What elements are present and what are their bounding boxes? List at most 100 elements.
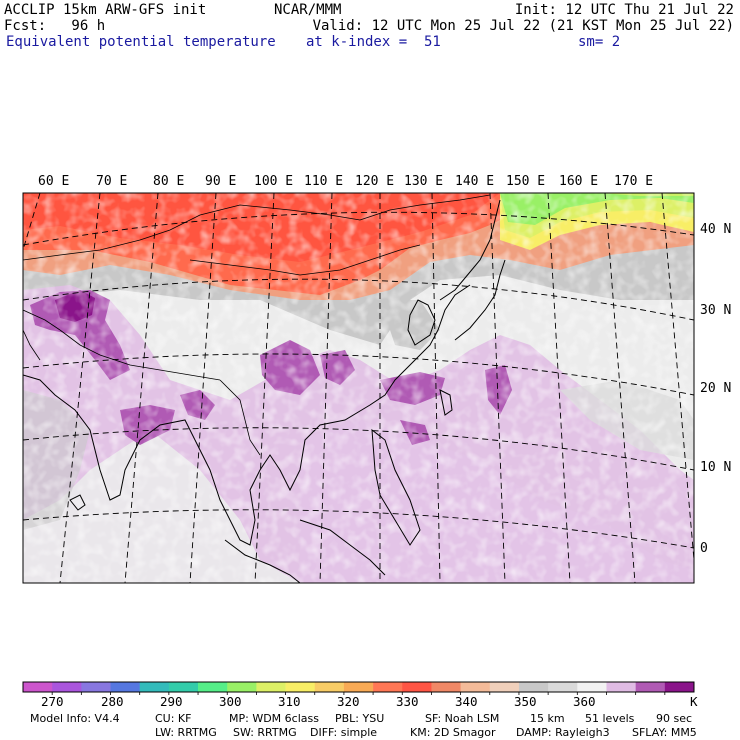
border-pakistan <box>23 309 61 331</box>
colorbar-swatch <box>460 682 491 692</box>
border-himalaya <box>59 329 221 381</box>
colorbar-swatch <box>52 682 82 692</box>
colorbar-swatch <box>285 682 316 692</box>
colorbar-swatch <box>402 682 432 692</box>
colorbar-label-290: 290 <box>160 694 183 709</box>
colorbar-swatch <box>198 682 228 692</box>
lat-label-20n: 20 N <box>700 381 731 396</box>
lon-label-170e: 170 E <box>614 174 653 189</box>
colorbar-label-300: 300 <box>219 694 242 709</box>
lat-label-30n: 30 N <box>700 303 731 318</box>
colorbar-label-360: 360 <box>573 694 596 709</box>
meridian-90e <box>189 193 217 583</box>
colorbar-swatch <box>489 682 520 692</box>
header-valid-time: Valid: 12 UTC Mon 25 Jul 22 (21 KST Mon … <box>312 18 734 34</box>
coast-japan <box>454 259 506 341</box>
colorbar-labels: 270 280 290 300 310 320 330 340 350 360 … <box>41 694 698 709</box>
lon-label-110e: 110 E <box>304 174 343 189</box>
coast-east-asia <box>439 199 501 301</box>
colorbar-swatch <box>548 682 578 692</box>
colorbar-swatch <box>227 682 257 692</box>
coast-srilanka <box>69 494 86 511</box>
colorbar-swatch <box>635 682 666 692</box>
field-texture <box>23 193 694 583</box>
footer-diffusion: DIFF: simple <box>310 726 377 739</box>
footer-cumulus: CU: KF <box>155 712 191 725</box>
header-organization: NCAR/MMM <box>274 2 342 18</box>
lat-label-10n: 10 N <box>700 460 731 475</box>
colorbar-swatch <box>256 682 286 692</box>
colorbar-swatch <box>139 682 170 692</box>
meridian-150e <box>547 193 571 583</box>
lon-label-150e: 150 E <box>506 174 545 189</box>
header-level: at k-index = 51 <box>306 34 441 50</box>
colorbar-swatch <box>314 682 345 692</box>
lon-label-140e: 140 E <box>455 174 494 189</box>
lon-label-90e: 90 E <box>205 174 236 189</box>
coast-korea <box>407 299 436 346</box>
header-model-title: ACCLIP 15km ARW-GFS init <box>4 2 207 18</box>
coastlines <box>23 199 506 583</box>
colorbar-label-270: 270 <box>41 694 64 709</box>
colorbar-swatch <box>373 682 403 692</box>
borders <box>23 194 491 456</box>
lon-label-120e: 120 E <box>355 174 394 189</box>
colorbar-swatch <box>606 682 636 692</box>
colorbar <box>22 681 695 695</box>
meridian-70e <box>59 193 101 583</box>
colorbar-label-340: 340 <box>455 694 478 709</box>
lon-labels: 60 E 70 E 80 E 90 E 100 E 110 E 120 E 13… <box>38 174 653 189</box>
footer-sflay: SFLAY: MM5 <box>632 726 697 739</box>
meridian-160e <box>604 193 636 583</box>
footer-resolution: 15 km <box>530 712 565 725</box>
lon-label-160e: 160 E <box>559 174 598 189</box>
header-smoothing: sm= 2 <box>578 34 621 50</box>
footer-pbl: PBL: YSU <box>335 712 384 725</box>
parallel-10n <box>23 427 694 471</box>
footer-levels: 51 levels <box>585 712 635 725</box>
footer-longwave: LW: RRTMG <box>155 726 217 739</box>
lon-label-130e: 130 E <box>404 174 443 189</box>
border-indochina <box>219 379 261 456</box>
coast-philippines <box>371 428 421 546</box>
footer: Model Info: V4.4 CU: KF MP: WDM 6class P… <box>30 712 697 739</box>
meridian-130e <box>431 193 441 583</box>
lon-label-70e: 70 E <box>96 174 127 189</box>
header-field-name: Equivalent potential temperature <box>6 34 276 50</box>
footer-microphysics: MP: WDM 6class <box>229 712 319 725</box>
footer-shortwave: SW: RRTMG <box>233 726 297 739</box>
parallel-0 <box>23 509 694 549</box>
colorbar-swatch <box>518 682 549 692</box>
colorbar-swatch <box>23 682 53 692</box>
border-iran <box>23 329 41 361</box>
colorbar-label-310: 310 <box>278 694 301 709</box>
meridian-80e <box>124 193 159 583</box>
lon-label-80e: 80 E <box>153 174 184 189</box>
meridian-170e <box>661 193 694 561</box>
colorbar-swatch <box>110 682 140 692</box>
lon-label-60e: 60 E <box>38 174 69 189</box>
meridian-140e <box>489 193 506 583</box>
meridian-100e <box>254 193 275 583</box>
lat-label-40n: 40 N <box>700 222 731 237</box>
colorbar-label-350: 350 <box>514 694 537 709</box>
lat-labels: 40 N 30 N 20 N 10 N 0 <box>700 222 731 556</box>
footer-model-info: Model Info: V4.4 <box>30 712 120 725</box>
colorbar-label-330: 330 <box>396 694 419 709</box>
header-init-time: Init: 12 UTC Thu 21 Jul 22 <box>514 2 734 18</box>
field-layer <box>23 193 694 583</box>
colorbar-swatch <box>431 682 461 692</box>
coast-sumatra <box>224 539 301 583</box>
coast-asia-south <box>23 284 471 546</box>
map-frame <box>22 192 695 584</box>
graticule <box>23 193 694 583</box>
footer-surface: SF: Noah LSM <box>425 712 499 725</box>
footer-timestep: 90 sec <box>656 712 692 725</box>
meridian-110e <box>319 193 333 583</box>
coast-borneo <box>299 519 386 576</box>
coast-taiwan <box>439 389 453 416</box>
footer-km: KM: 2D Smagor <box>410 726 496 739</box>
colorbar-swatch <box>168 682 199 692</box>
header-forecast-hour: Fcst: 96 h <box>4 18 106 34</box>
